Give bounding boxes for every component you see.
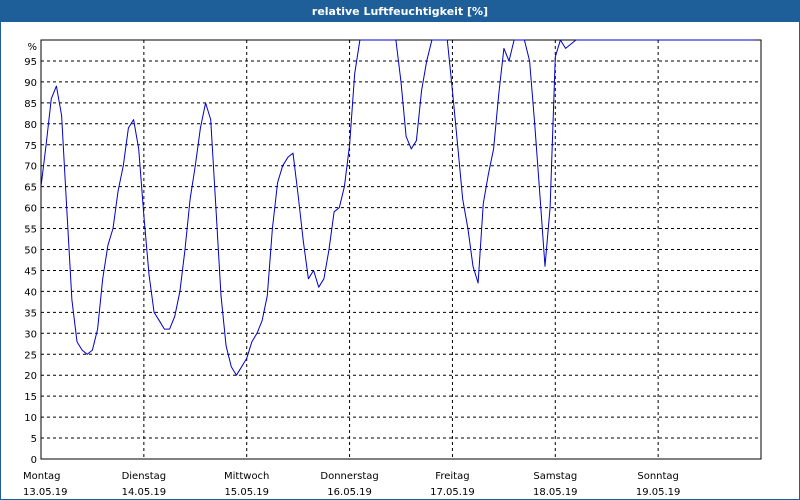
grid — [40, 39, 762, 460]
y-tick-label: 95 — [24, 57, 37, 68]
y-tick-label: 55 — [24, 225, 37, 236]
y-tick-label: 80 — [24, 120, 37, 131]
series-line — [40, 39, 756, 376]
x-date-label: 14.05.19 — [122, 487, 167, 498]
y-tick-label: 35 — [24, 308, 37, 319]
y-tick-label: 15 — [24, 392, 37, 403]
y-tick-label: 85 — [24, 99, 37, 110]
x-date-label: 19.05.19 — [636, 487, 681, 498]
y-tick-label: 50 — [24, 246, 37, 257]
x-axis: Montag 13.05.19 Dienstag 14.05.19 Mittwoch 15… — [23, 471, 680, 498]
x-date-label: 17.05.19 — [430, 487, 475, 498]
x-day-label: Dienstag — [122, 471, 167, 482]
y-tick-label: 60 — [24, 204, 37, 215]
y-axis-label: % — [27, 42, 37, 53]
y-tick-label: 40 — [24, 287, 37, 298]
y-tick-label: 0 — [31, 455, 37, 466]
y-tick-label: 25 — [24, 350, 37, 361]
y-tick-label: 20 — [24, 371, 37, 382]
y-tick-label: 65 — [24, 183, 37, 194]
y-tick-label: 30 — [24, 329, 37, 340]
y-axis: 0 5 10 15 20 25 30 35 40 45 50 55 60 65 70 75 80 85 90 95% — [24, 42, 37, 466]
plot-area — [40, 39, 756, 376]
x-day-label: Montag — [23, 471, 60, 482]
y-tick-label: 70 — [24, 162, 37, 173]
x-date-label: 13.05.19 — [23, 487, 68, 498]
y-tick-label: 10 — [24, 413, 37, 424]
x-day-label: Freitag — [435, 471, 469, 482]
x-date-label: 16.05.19 — [327, 487, 372, 498]
x-day-label: Sonntag — [637, 471, 679, 482]
x-date-label: 15.05.19 — [224, 487, 269, 498]
y-tick-label: 75 — [24, 141, 37, 152]
x-date-label: 18.05.19 — [533, 487, 578, 498]
x-day-label: Mittwoch — [224, 471, 269, 482]
x-day-label: Samstag — [533, 471, 577, 482]
chart-title: relative Luftfeuchtigkeit [%] — [1, 1, 799, 22]
y-tick-label: 45 — [24, 266, 37, 277]
y-tick-label: 5 — [31, 434, 37, 445]
x-day-label: Donnerstag — [320, 471, 378, 482]
y-tick-label: 90 — [24, 78, 37, 89]
